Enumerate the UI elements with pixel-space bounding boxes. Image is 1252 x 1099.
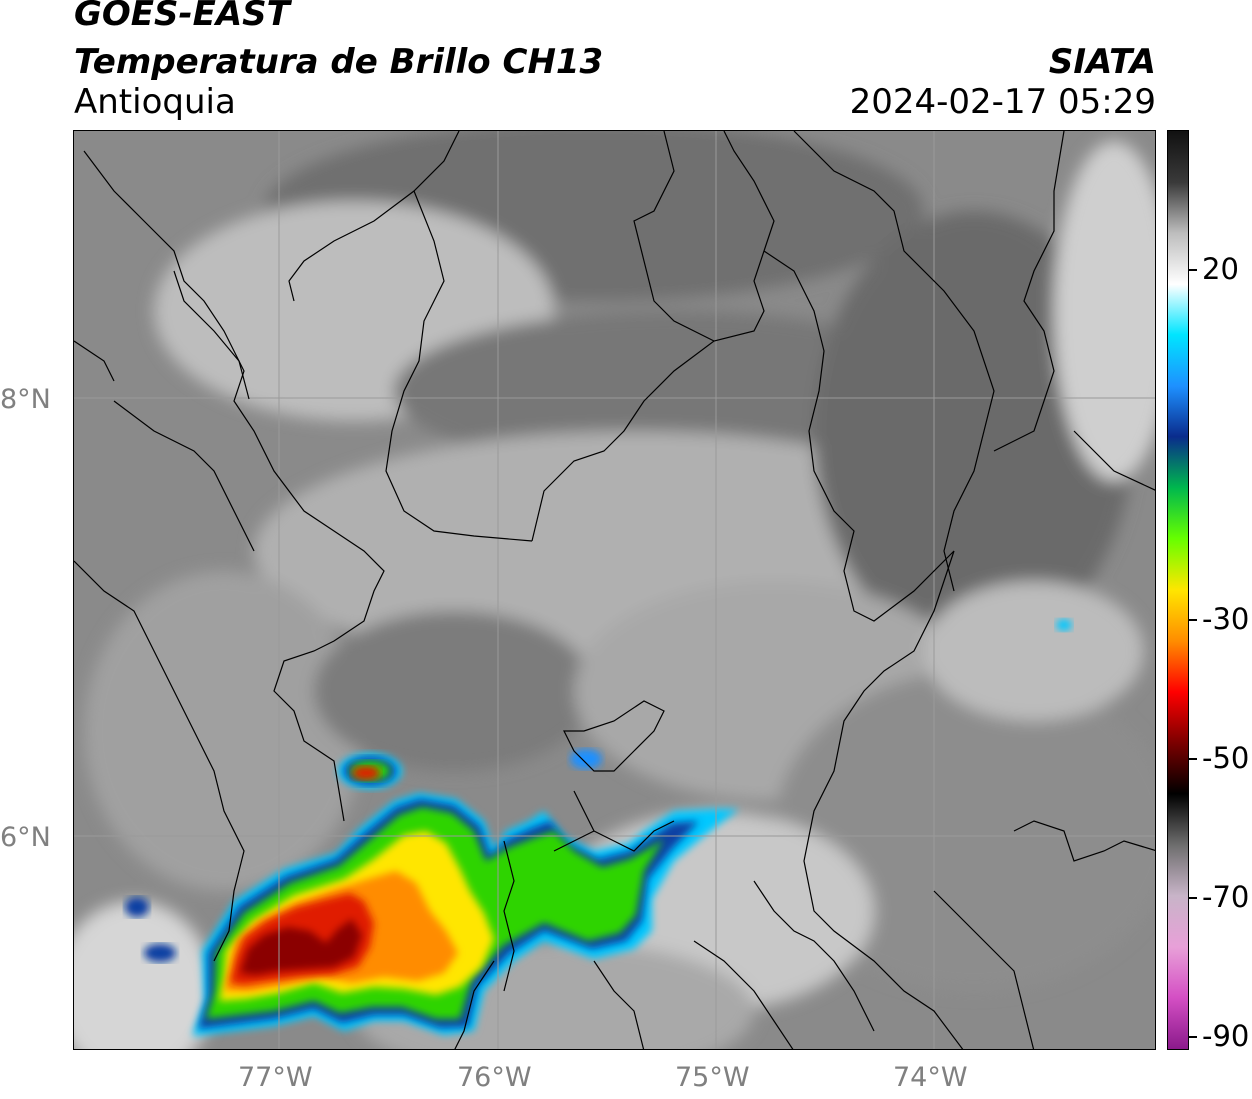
colorbar-label-minus30: -30 [1202,602,1250,636]
colorbar-label-minus70: -70 [1202,880,1250,914]
colorbar-label-minus90: -90 [1202,1019,1250,1053]
admin-borders [74,131,1155,1049]
map-canvas [74,131,1155,1049]
colorbar-tick [1189,758,1197,760]
product-title: Temperatura de Brillo CH13 [74,42,604,82]
lon-label-76w: 76°W [457,1062,532,1093]
colorbar-label-minus50: -50 [1202,741,1250,775]
timestamp-label: 2024-02-17 05:29 [849,82,1156,122]
convective-cloud [125,619,1072,1036]
lon-label-74w: 74°W [893,1062,968,1093]
region-subtitle: Antioquia [74,82,236,122]
colorbar [1167,130,1189,1050]
colorbar-tick [1189,1036,1197,1038]
colorbar-tick [1189,619,1197,621]
lon-label-75w: 75°W [675,1062,750,1093]
satellite-title: GOES-EAST [74,0,290,34]
colorbar-label-20: 20 [1202,252,1239,286]
graticule [74,131,1155,1049]
lon-label-77w: 77°W [238,1062,313,1093]
lat-label-6n: 6°N [0,822,51,853]
colorbar-tick [1189,897,1197,899]
organization-label: SIATA [1048,42,1156,82]
colorbar-tick [1189,269,1197,271]
satellite-map [73,130,1156,1050]
lat-label-8n: 8°N [0,384,51,415]
